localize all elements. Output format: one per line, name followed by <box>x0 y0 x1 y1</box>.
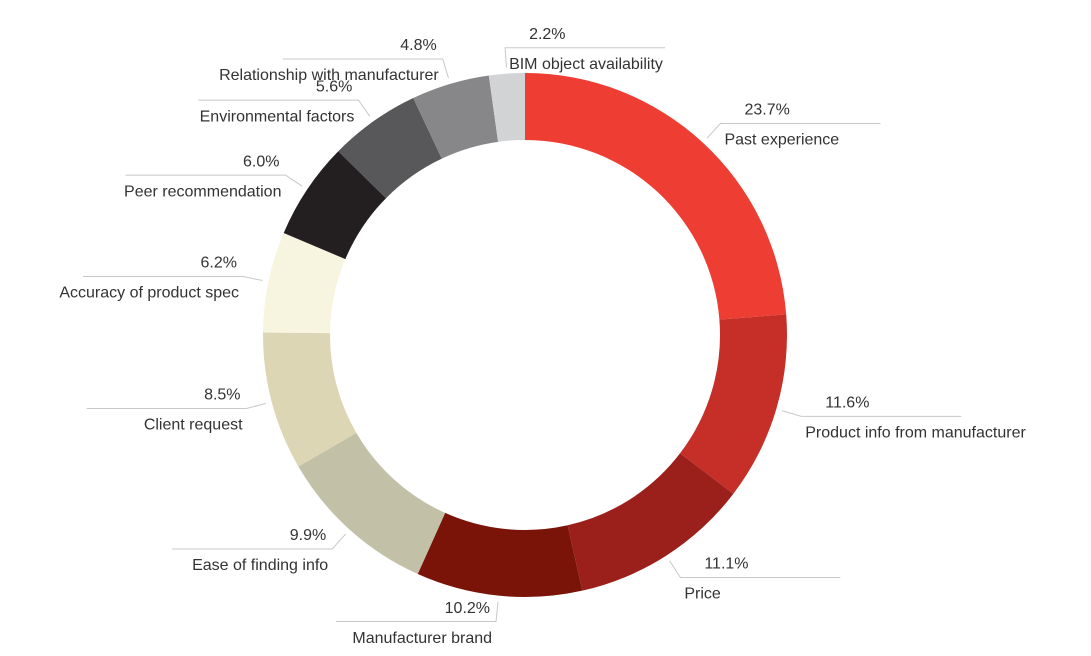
leader-line <box>706 123 881 139</box>
category-label: Environmental factors <box>200 108 355 125</box>
leader-line <box>336 601 499 623</box>
value-label: 6.2% <box>201 255 237 272</box>
value-label: 23.7% <box>744 102 789 119</box>
donut-slice <box>263 233 346 334</box>
category-label: Price <box>684 586 721 603</box>
leader-line <box>86 402 267 410</box>
value-label: 4.8% <box>400 37 436 54</box>
donut-slice <box>413 75 499 159</box>
category-label: Relationship with manufacturer <box>219 67 439 84</box>
leader-line <box>781 410 962 417</box>
leader-line <box>504 47 666 68</box>
donut-slice <box>298 432 446 575</box>
category-label: Product info from manufacturer <box>805 425 1026 442</box>
category-label: BIM object availability <box>509 56 663 73</box>
category-label: Client request <box>144 417 243 434</box>
category-label: Peer recommendation <box>124 183 281 200</box>
category-label: Ease of finding info <box>192 557 328 574</box>
value-label: 8.5% <box>204 387 240 404</box>
donut-slice <box>338 98 442 199</box>
value-label: 6.0% <box>243 153 279 170</box>
category-label: Manufacturer brand <box>352 630 492 647</box>
leader-line <box>669 560 841 579</box>
leader-line <box>198 99 371 117</box>
category-label: Past experience <box>724 132 839 149</box>
donut-slice <box>488 73 525 142</box>
donut-slice <box>283 151 387 260</box>
value-label: 5.6% <box>316 78 352 95</box>
value-label: 11.6% <box>825 395 869 412</box>
value-label: 11.1% <box>704 556 748 573</box>
leader-line <box>83 275 263 282</box>
donut-slice <box>525 73 787 320</box>
donut-slice <box>263 332 357 467</box>
category-label: Accuracy of product spec <box>59 285 239 302</box>
donut-slice <box>680 314 787 494</box>
leader-line <box>125 174 303 187</box>
value-label: 10.2% <box>445 600 490 617</box>
value-label: 2.2% <box>529 26 565 43</box>
value-label: 9.9% <box>290 527 326 544</box>
leader-line <box>172 533 346 550</box>
leader-line <box>282 58 449 79</box>
donut-slice <box>417 512 583 598</box>
donut-slice <box>567 453 734 591</box>
